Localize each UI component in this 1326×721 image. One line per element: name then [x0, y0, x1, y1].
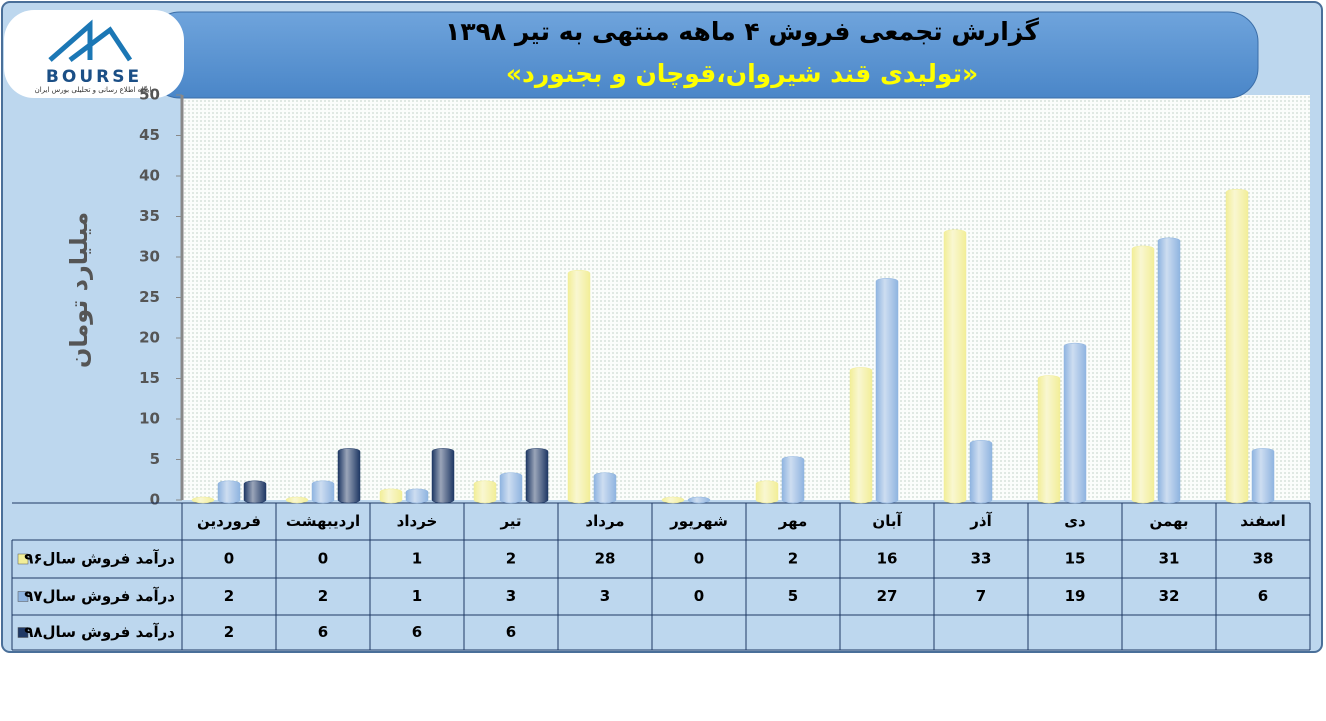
table-value: 6	[1258, 587, 1268, 605]
bar	[781, 456, 805, 504]
bar	[567, 269, 591, 504]
bar	[943, 229, 967, 504]
x-tick-label: دی	[1064, 512, 1086, 530]
table-value: 27	[877, 587, 898, 605]
logo-icon	[48, 19, 133, 62]
bar	[499, 472, 523, 504]
table-value: 0	[224, 550, 234, 568]
table-value: 2	[224, 623, 234, 641]
table-value: 6	[318, 623, 328, 641]
table-value: 16	[877, 550, 898, 568]
table-value: 15	[1065, 550, 1086, 568]
bar	[525, 448, 549, 504]
bar	[1157, 237, 1181, 504]
legend-label: درآمد فروش سال۹۷	[24, 587, 175, 605]
x-tick-label: فروردین	[197, 512, 261, 530]
bar	[875, 278, 899, 504]
table-value: 33	[971, 550, 992, 568]
table-value: 31	[1159, 550, 1180, 568]
legend-swatch	[17, 553, 29, 565]
x-tick-label: شهریور	[669, 512, 728, 530]
logo-name: BOURSE	[46, 67, 142, 87]
x-tick-label: آبان	[872, 512, 902, 530]
bar	[687, 496, 711, 504]
bar	[593, 472, 617, 504]
x-tick-label: خرداد	[397, 512, 438, 530]
y-tick-label: 10	[139, 410, 160, 428]
logo-tagline: پایگاه اطلاع رسانی و تحلیلی بورس ایران	[35, 85, 154, 94]
table-value: 0	[318, 550, 328, 568]
bar	[1063, 342, 1087, 504]
table-value: 1	[412, 587, 422, 605]
x-tick-label: اسفند	[1240, 512, 1285, 530]
bar	[337, 448, 361, 504]
table-value: 7	[976, 587, 986, 605]
bar	[1225, 188, 1249, 504]
table-value: 2	[318, 587, 328, 605]
x-tick-label: آذر	[969, 512, 992, 530]
chart-subtitle: «تولیدی قند شیروان،قوچان و بجنورد»	[506, 59, 978, 89]
bar	[1037, 375, 1061, 504]
y-tick-label: 30	[139, 248, 160, 266]
table-value: 2	[224, 587, 234, 605]
legend-label: درآمد فروش سال۹۶	[24, 550, 175, 568]
table-value: 6	[412, 623, 422, 641]
bar	[755, 480, 779, 504]
table-value: 6	[506, 623, 516, 641]
bar	[191, 496, 215, 504]
x-tick-label: مهر	[778, 512, 808, 530]
bar	[1131, 245, 1155, 504]
bar	[473, 480, 497, 504]
legend-label: درآمد فروش سال۹۸	[24, 623, 175, 641]
table-value: 0	[694, 550, 704, 568]
table-value: 32	[1159, 587, 1180, 605]
legend-swatch	[17, 591, 29, 602]
y-tick-label: 0	[150, 491, 160, 509]
bar	[217, 480, 241, 504]
table-value: 5	[788, 587, 798, 605]
bar	[1251, 448, 1275, 504]
y-tick-label: 20	[139, 329, 160, 347]
chart-title: گزارش تجمعی فروش ۴ ماهه منتهی به تیر ۱۳۹…	[445, 17, 1039, 47]
x-tick-label: اردیبهشت	[286, 512, 360, 530]
logo-box	[4, 10, 184, 98]
y-axis-title: میلیارد تومان	[65, 212, 93, 368]
bar	[661, 496, 685, 504]
x-tick-label: بهمن	[1149, 512, 1188, 530]
table-value: 0	[694, 587, 704, 605]
y-tick-label: 5	[150, 450, 160, 468]
y-tick-label: 45	[139, 126, 160, 144]
bar	[405, 488, 429, 504]
table-value: 19	[1065, 587, 1086, 605]
bar	[243, 480, 267, 504]
y-tick-label: 15	[139, 369, 160, 387]
legend-swatch	[17, 627, 29, 638]
y-tick-label: 35	[139, 207, 160, 225]
bar	[311, 480, 335, 504]
x-tick-label: تیر	[499, 512, 521, 530]
y-tick-label: 40	[139, 167, 160, 185]
table-value: 28	[595, 550, 616, 568]
table-value: 2	[788, 550, 798, 568]
x-tick-label: مرداد	[585, 512, 624, 530]
table-value: 2	[506, 550, 516, 568]
table-value: 3	[506, 587, 516, 605]
table-value: 38	[1253, 550, 1274, 568]
plot-area	[182, 95, 1310, 500]
table-value: 3	[600, 587, 610, 605]
bar	[285, 496, 309, 504]
table-value: 1	[412, 550, 422, 568]
bar	[379, 488, 403, 504]
y-tick-label: 50	[139, 86, 160, 104]
y-tick-label: 25	[139, 288, 160, 306]
bar	[431, 448, 455, 504]
bar	[849, 367, 873, 504]
bar	[969, 440, 993, 504]
